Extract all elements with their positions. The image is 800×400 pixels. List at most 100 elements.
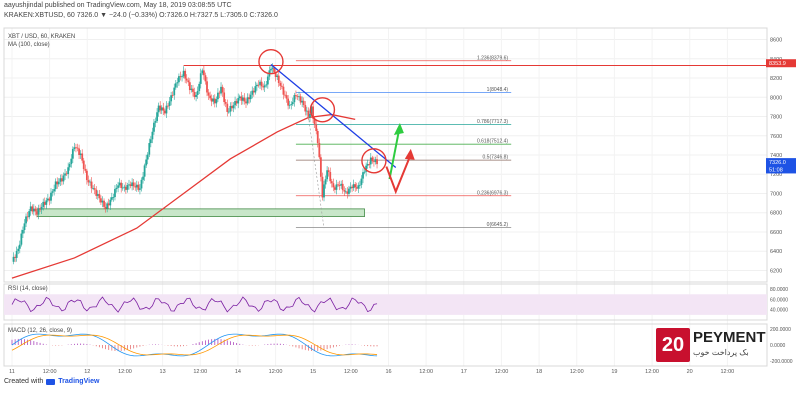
candle-body (59, 178, 62, 182)
candle-body (344, 191, 347, 193)
bearish-bounce-arrow (385, 156, 411, 195)
candle-body (330, 181, 333, 184)
candle-body (128, 184, 130, 186)
candle-body (148, 143, 151, 155)
candle-body (121, 187, 124, 189)
candle-body (195, 95, 197, 97)
watermark-subtitle: بک پرداخت خوب (693, 348, 749, 357)
candle-body (249, 94, 252, 100)
candle-body (98, 194, 101, 199)
candle-body (206, 81, 208, 93)
candle-body (145, 159, 148, 166)
candle-body (217, 92, 219, 100)
candle-body (90, 181, 93, 189)
candle-body (334, 187, 336, 190)
candle-body (101, 200, 104, 203)
candle-body (53, 189, 56, 192)
candle-body (132, 182, 135, 187)
candle-body (31, 206, 34, 212)
candle-body (156, 112, 158, 122)
candle-body (240, 96, 243, 101)
candle-body (224, 102, 227, 104)
candle-body (163, 110, 166, 114)
macd-signal-line (11, 334, 378, 356)
tradingview-brand[interactable]: TradingView (58, 378, 100, 385)
candle-body (81, 153, 84, 161)
candle-body (304, 104, 307, 112)
candle-body (89, 181, 91, 183)
time-tick-label: 12:00 (118, 369, 132, 375)
candle-body (45, 200, 48, 205)
macd-tick-label: 0.0000 (770, 343, 786, 349)
main-pane-border (3, 27, 768, 283)
candle-body (167, 105, 169, 107)
price-tick-label: 7200 (770, 172, 782, 178)
fib-level-label: 0.5(7346.8) (483, 155, 509, 161)
candle-body (179, 76, 182, 78)
candle-body (174, 83, 177, 88)
candle-body (199, 73, 202, 84)
candle-body (29, 206, 32, 212)
price-tick-label: 8000 (770, 95, 782, 101)
candle-body (56, 181, 59, 185)
candle-body (318, 142, 321, 158)
candle-body (117, 185, 119, 188)
candle-body (162, 107, 165, 111)
chart-header: aayushjindal published on TradingView.co… (0, 0, 800, 22)
candle-body (355, 187, 358, 189)
time-tick-label: 18 (536, 369, 542, 375)
candle-body (360, 178, 363, 185)
fibonacci-levels: 1.236(8379.6) 1(8048.4) 0.786(7717.3) 0.618… (295, 55, 512, 228)
candle-body (201, 70, 204, 74)
candle-body (67, 167, 70, 175)
candle-body (299, 96, 302, 103)
ma-label: MA (100, close) (8, 42, 50, 48)
candle-body (305, 110, 308, 112)
candle-body (112, 197, 115, 198)
candle-body (96, 194, 99, 196)
candle-body (103, 200, 105, 207)
candle-body (340, 183, 343, 186)
candle-body (68, 164, 71, 168)
price-tick-label: 6200 (770, 268, 782, 274)
price-tick-label: 8600 (770, 38, 782, 44)
candle-body (237, 98, 240, 104)
price-tick-label: 7000 (770, 191, 782, 197)
candle-body (234, 101, 236, 106)
candle-body (362, 172, 364, 179)
candle-body (51, 191, 54, 193)
candle-body (338, 185, 341, 186)
time-tick-label: 13 (160, 369, 166, 375)
candle-body (120, 182, 123, 188)
candle-body (277, 75, 280, 83)
candle-body (62, 175, 65, 182)
candle-body (374, 159, 377, 163)
candle-body (288, 104, 291, 106)
candle-body (176, 82, 179, 84)
candle-body (151, 131, 154, 140)
time-tick-label: 12:00 (269, 369, 283, 375)
candle-body (32, 208, 35, 212)
candle-body (343, 190, 346, 192)
candle-body (198, 83, 201, 91)
candle-body (213, 98, 216, 104)
candle-body (153, 122, 155, 132)
candle-body (22, 230, 24, 234)
candle-body (57, 181, 60, 185)
rsi-tick-label: 60.0000 (770, 297, 788, 303)
ma-100-line (11, 113, 356, 279)
candle-body (173, 87, 176, 96)
candle-body (26, 216, 29, 218)
candle-body (87, 180, 90, 183)
candle-body (238, 96, 241, 99)
candle-body (231, 105, 233, 109)
candle-body (124, 186, 127, 190)
candle-body (312, 106, 314, 119)
candle-body (146, 154, 149, 160)
macd-label: MACD (12, 26, close, 9) (8, 328, 72, 334)
candle-body (28, 211, 31, 218)
time-tick-label: 12:00 (344, 369, 358, 375)
candle-body (271, 67, 274, 69)
fib-level-label: 0.618(7512.4) (477, 139, 508, 145)
candle-body (34, 208, 37, 212)
